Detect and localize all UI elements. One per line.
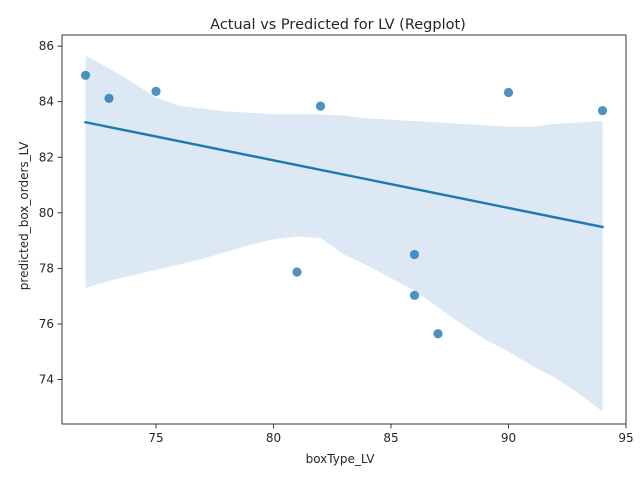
- y-tick-label: 86: [39, 39, 54, 53]
- data-point: [409, 249, 420, 260]
- data-point: [292, 267, 302, 277]
- data-point: [315, 101, 326, 111]
- axes-layer: 75 80 85 90 95 74 76 78 80 82 84 86: [39, 34, 634, 445]
- data-point: [80, 70, 91, 80]
- data-point: [104, 93, 114, 103]
- x-tick-label: 90: [501, 431, 516, 445]
- data-point: [433, 329, 443, 339]
- scatter-points-layer: [80, 70, 608, 339]
- x-tick-label: 95: [618, 431, 633, 445]
- x-tick-label: 75: [148, 431, 163, 445]
- chart-title: Actual vs Predicted for LV (Regplot): [210, 17, 466, 33]
- regression-line: [84, 120, 604, 229]
- y-tick-label: 84: [39, 95, 54, 109]
- y-tick-label: 82: [39, 150, 54, 164]
- y-tick-label: 78: [39, 261, 54, 275]
- confidence-band-layer: [85, 55, 603, 412]
- data-point: [597, 105, 608, 116]
- axes-frame: [61, 34, 627, 425]
- y-tick-label: 74: [39, 373, 54, 387]
- y-axis-label: predicted_box_orders_LV: [17, 141, 31, 290]
- x-tick-label: 85: [383, 431, 398, 445]
- data-point: [151, 86, 161, 97]
- confidence-band: [85, 55, 603, 412]
- x-axis-label: boxType_LV: [306, 452, 376, 466]
- data-point: [503, 87, 514, 98]
- x-tick-label: 80: [266, 431, 281, 445]
- y-tick-label: 76: [39, 317, 54, 331]
- data-point: [409, 290, 420, 300]
- y-tick-label: 80: [39, 206, 54, 220]
- regression-line-layer: [84, 120, 604, 229]
